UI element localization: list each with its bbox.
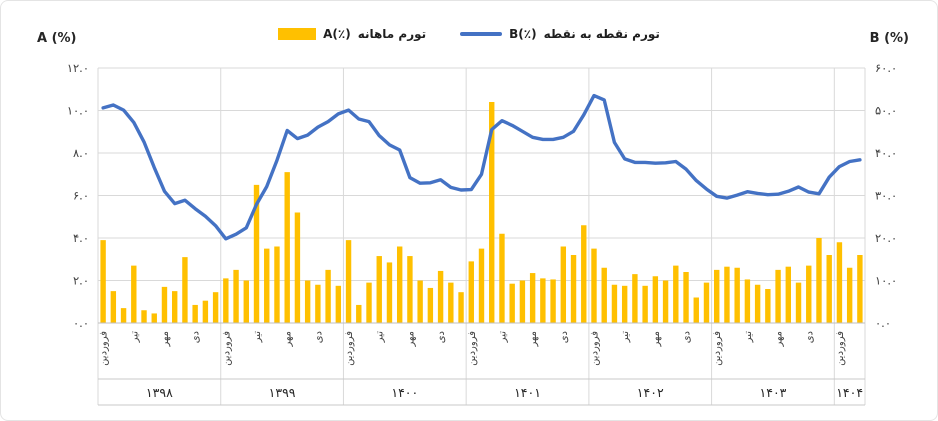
svg-text:تیر: تیر: [498, 331, 509, 344]
legend-label-monthly-inflation: تورم ماهانه: [357, 27, 427, 41]
svg-text:۱۴۰۲: ۱۴۰۲: [637, 385, 664, 400]
svg-text:فروردین: فروردین: [835, 331, 846, 366]
chart-legend: A(٪) تورم ماهانه B(٪) تورم نقطه به نقطه: [1, 27, 937, 41]
svg-text:۰.۰: ۰.۰: [73, 316, 89, 330]
svg-text:۱۰.۰: ۱۰.۰: [67, 104, 89, 118]
legend-label-point-to-point-inflation: تورم نقطه به نقطه: [543, 27, 660, 41]
svg-text:۱۴۰۰: ۱۴۰۰: [391, 385, 418, 400]
svg-text:تیر: تیر: [252, 331, 263, 344]
svg-text:تیر: تیر: [620, 331, 631, 344]
svg-text:دی: دی: [804, 331, 815, 343]
svg-text:دی: دی: [559, 331, 570, 343]
legend-label-b: B(٪): [509, 27, 537, 41]
bar-series-swatch: [278, 28, 317, 40]
svg-text:دی: دی: [313, 331, 324, 343]
svg-text:دی: دی: [191, 331, 202, 343]
svg-text:تیر: تیر: [375, 331, 386, 344]
svg-text:۱۳۹۸: ۱۳۹۸: [146, 385, 173, 400]
legend-item-monthly-inflation: A(٪) تورم ماهانه: [278, 27, 426, 41]
svg-text:فروردین: فروردین: [99, 331, 110, 366]
svg-text:دی: دی: [682, 331, 693, 343]
svg-text:۱۴۰۳: ۱۴۰۳: [760, 385, 787, 400]
svg-text:۱۲.۰: ۱۲.۰: [67, 61, 89, 75]
svg-text:۲.۰: ۲.۰: [73, 274, 89, 288]
svg-text:۰.۰: ۰.۰: [875, 316, 891, 330]
right-axis-title: B (%): [869, 31, 909, 46]
svg-text:مهر: مهر: [774, 331, 785, 347]
svg-text:مهر: مهر: [651, 331, 662, 347]
svg-text:تیر: تیر: [743, 331, 754, 344]
svg-text:۱۴۰۴: ۱۴۰۴: [836, 385, 863, 400]
svg-text:فروردین: فروردین: [344, 331, 355, 366]
svg-text:۵۰.۰: ۵۰.۰: [875, 104, 897, 118]
svg-text:۶.۰: ۶.۰: [73, 189, 89, 203]
svg-text:۱۴۰۱: ۱۴۰۱: [514, 385, 541, 400]
svg-text:۸.۰: ۸.۰: [73, 146, 89, 160]
svg-text:۴۰.۰: ۴۰.۰: [875, 146, 897, 160]
svg-text:فروردین: فروردین: [221, 331, 232, 366]
svg-text:مهر: مهر: [160, 331, 171, 347]
svg-text:فروردین: فروردین: [712, 331, 723, 366]
svg-text:۴.۰: ۴.۰: [73, 231, 89, 245]
svg-text:مهر: مهر: [528, 331, 539, 347]
svg-text:دی: دی: [436, 331, 447, 343]
left-axis-title: A (%): [37, 31, 77, 46]
svg-text:تیر: تیر: [129, 331, 140, 344]
svg-text:مهر: مهر: [405, 331, 416, 347]
svg-text:فروردین: فروردین: [467, 331, 478, 366]
svg-text:۱۰.۰: ۱۰.۰: [875, 274, 897, 288]
svg-text:۱۳۹۹: ۱۳۹۹: [269, 385, 296, 400]
svg-text:۲۰.۰: ۲۰.۰: [875, 231, 897, 245]
svg-text:فروردین: فروردین: [590, 331, 601, 366]
line-series-swatch: [460, 32, 503, 36]
legend-item-point-to-point-inflation: B(٪) تورم نقطه به نقطه: [460, 27, 660, 41]
svg-text:۳۰.۰: ۳۰.۰: [875, 189, 897, 203]
legend-label-a: A(٪): [323, 27, 351, 41]
svg-text:مهر: مهر: [283, 331, 294, 347]
svg-text:۶۰.۰: ۶۰.۰: [875, 61, 897, 75]
